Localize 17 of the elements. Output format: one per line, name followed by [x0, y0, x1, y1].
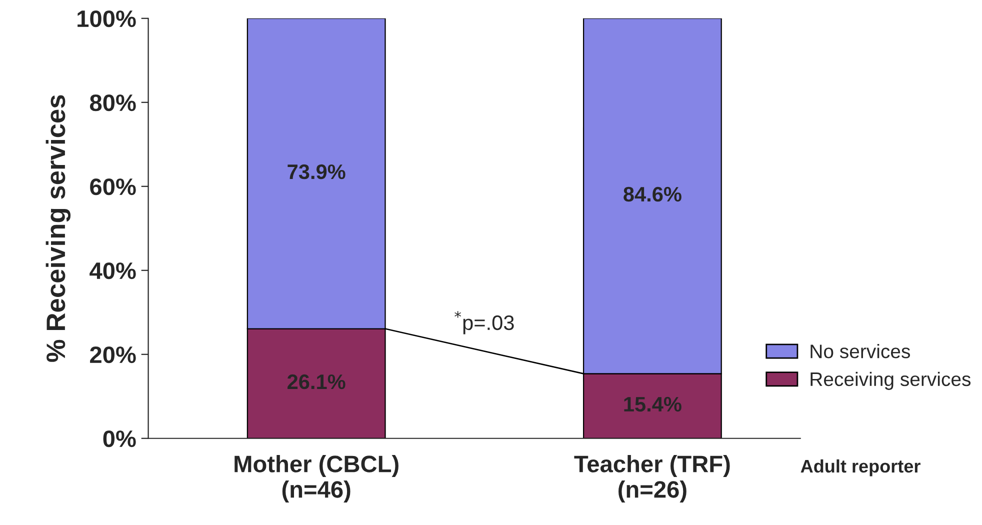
legend-label: No services [810, 344, 910, 358]
y-tick-label: 100% [78, 10, 136, 28]
x-tick-label: Mother (CBCL) (n=46) [234, 455, 398, 502]
x-tick-label: Teacher (TRF) (n=26) [574, 455, 730, 502]
y-axis-title: % Receiving services [46, 95, 71, 362]
data-label: 73.9% [288, 164, 346, 180]
legend-label: Receiving services [810, 372, 971, 390]
data-label: 26.1% [288, 374, 346, 390]
y-tick-label: 60% [90, 178, 136, 196]
y-tick-label: 80% [90, 94, 136, 112]
data-label: 84.6% [624, 186, 682, 202]
y-tick-label: 0% [103, 430, 136, 448]
annotation: $^{*}$p=.03 [454, 311, 514, 334]
y-tick-label: 40% [90, 262, 136, 280]
x-axis-title: Adult reporter [800, 459, 920, 476]
data-label: 15.4% [624, 396, 682, 412]
y-tick-label: 20% [90, 346, 136, 364]
